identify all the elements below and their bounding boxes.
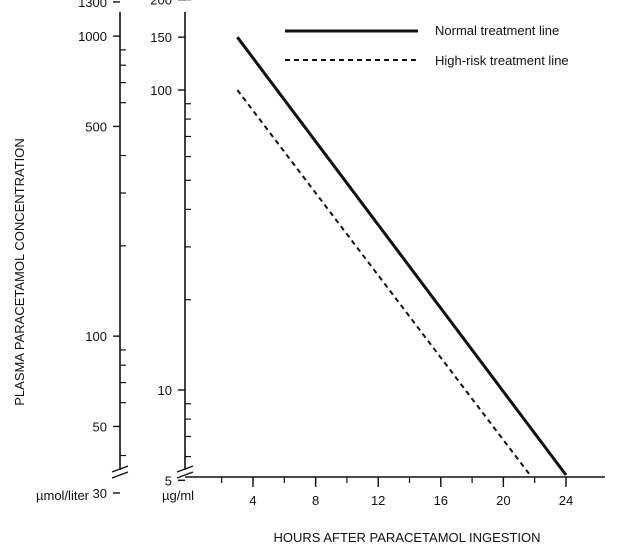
normal-treatment-line [236,36,568,476]
y-tick-label-100: 100 [150,83,172,98]
x-tick-label-8: 8 [312,493,319,508]
x-tick-label-20: 20 [496,493,510,508]
y-axis-break-mark [176,465,194,479]
legend: Normal treatment line High-risk treatmen… [285,23,569,68]
y2-tick-label-1300: 1300 [78,0,107,10]
y2-units-label: µmol/liter [36,488,90,503]
y-tick-label-150: 150 [150,30,172,45]
high-risk-treatment-line [236,89,531,476]
x-tick-label-24: 24 [559,493,573,508]
y2-tick-label-50: 50 [93,419,107,434]
x-tick-label-12: 12 [371,493,385,508]
y-tick-label-10: 10 [158,383,172,398]
y-tick-label-5: 5 [165,473,172,488]
y2-tick-label-100: 100 [85,329,107,344]
y-units-label: µg/ml [162,488,194,503]
y2-tick-label-30: 30 [93,486,107,501]
y-tick-label-200: 200 [150,0,172,8]
y2-tick-label-1000: 1000 [78,29,107,44]
legend-high-risk-label: High-risk treatment line [435,53,569,68]
y2-axis-break-mark [111,465,129,479]
legend-normal-label: Normal treatment line [435,23,559,38]
x-axis-title: HOURS AFTER PARACETAMOL INGESTION [273,530,540,545]
y-axis-title: PLASMA PARACETAMOL CONCENTRATION [12,138,27,406]
x-tick-label-16: 16 [434,493,448,508]
x-tick-label-4: 4 [249,493,256,508]
y2-tick-label-500: 500 [85,119,107,134]
